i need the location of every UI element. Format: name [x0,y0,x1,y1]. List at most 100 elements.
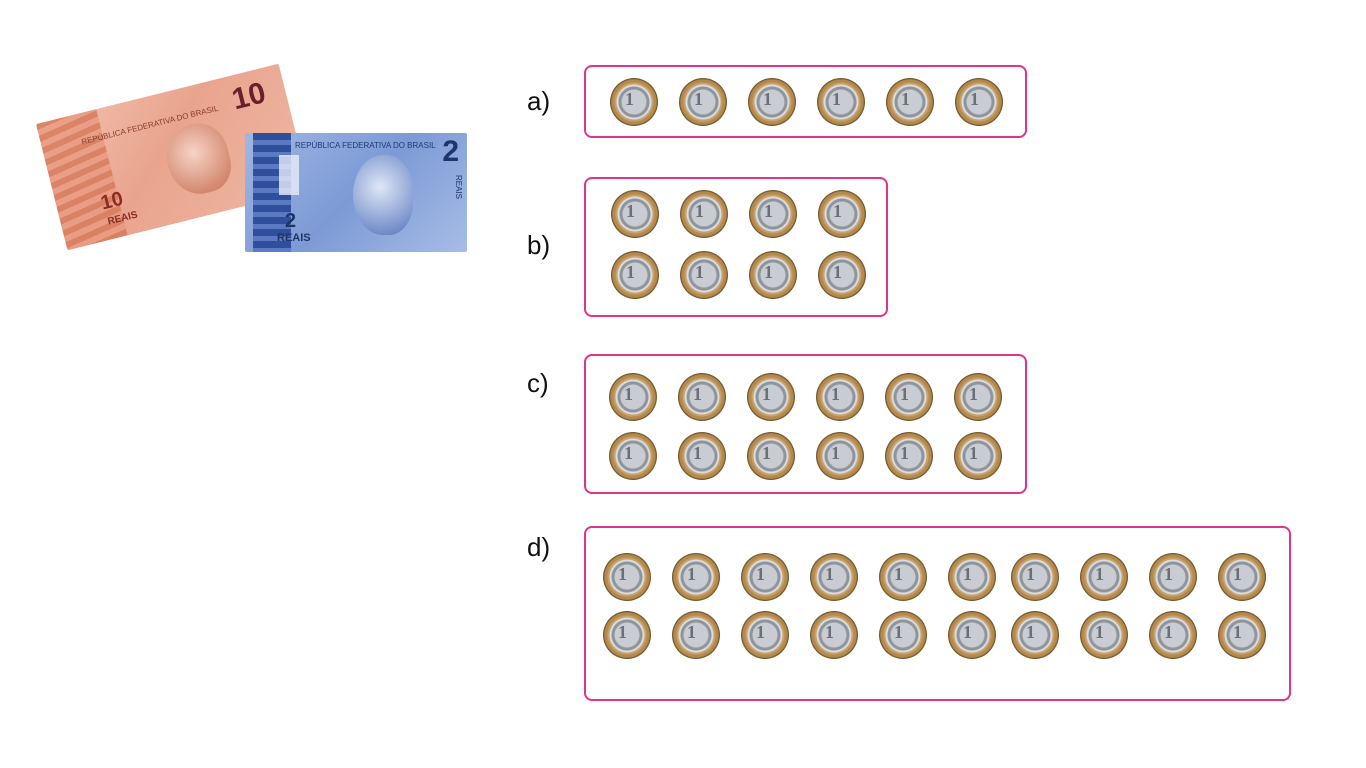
one-real-coin-icon: 1 [672,611,720,659]
coin-value: 1 [1095,622,1104,642]
banknote-side-text: REAIS [454,175,463,200]
one-real-coin-icon: 1 [747,432,795,480]
coin-value: 1 [756,564,765,584]
coin-value: 1 [625,89,634,109]
one-real-coin-icon: 1 [948,611,996,659]
banknote-corner-value: 2 [285,210,297,232]
one-real-coin-icon: 1 [678,432,726,480]
coin-value: 1 [963,564,972,584]
one-real-coin-icon: 1 [879,611,927,659]
two-reais-banknote: REPÚBLICA FEDERATIVA DO BRASIL 2 REAIS 2… [245,133,467,252]
coin-value: 1 [693,443,702,463]
coin-value: 1 [1095,564,1104,584]
one-real-coin-icon: 1 [603,553,651,601]
one-real-coin-icon: 1 [1218,553,1266,601]
coin-value: 1 [833,201,842,221]
coin-value: 1 [1026,622,1035,642]
one-real-coin-icon: 1 [747,373,795,421]
one-real-coin-icon: 1 [741,611,789,659]
one-real-coin-icon: 1 [816,373,864,421]
one-real-coin-icon: 1 [1080,553,1128,601]
one-real-coin-icon: 1 [748,78,796,126]
banknote-value: 10 [228,76,270,117]
coin-value: 1 [833,262,842,282]
one-real-coin-icon: 1 [603,611,651,659]
one-real-coin-icon: 1 [610,78,658,126]
coin-value: 1 [762,384,771,404]
one-real-coin-icon: 1 [1011,611,1059,659]
coin-value: 1 [618,622,627,642]
exercise-c-coin-box [584,354,1027,494]
effigy-portrait [353,155,413,235]
banknote-value: 2 [442,135,459,168]
coin-value: 1 [831,443,840,463]
coin-value: 1 [695,262,704,282]
coin-value: 1 [900,384,909,404]
one-real-coin-icon: 1 [1011,553,1059,601]
coin-value: 1 [900,443,909,463]
banknote-header: REPÚBLICA FEDERATIVA DO BRASIL [295,141,436,150]
exercise-b-label: b) [527,230,551,260]
coin-value: 1 [1164,622,1173,642]
coin-value: 1 [687,564,696,584]
one-real-coin-icon: 1 [611,190,659,238]
exercise-c-label: c) [527,368,549,398]
coin-value: 1 [693,384,702,404]
one-real-coin-icon: 1 [954,373,1002,421]
one-real-coin-icon: 1 [611,251,659,299]
coin-value: 1 [901,89,910,109]
coin-value: 1 [626,201,635,221]
one-real-coin-icon: 1 [816,432,864,480]
exercise-d-label: d) [527,532,551,562]
one-real-coin-icon: 1 [948,553,996,601]
one-real-coin-icon: 1 [885,373,933,421]
coin-value: 1 [1233,622,1242,642]
coin-value: 1 [1026,564,1035,584]
banknote-corner-value: 10 [98,187,126,215]
coin-value: 1 [764,201,773,221]
one-real-coin-icon: 1 [741,553,789,601]
coin-value: 1 [762,443,771,463]
coin-value: 1 [763,89,772,109]
banknote-symbol [279,155,299,195]
one-real-coin-icon: 1 [954,432,1002,480]
coin-value: 1 [624,443,633,463]
coin-value: 1 [1233,564,1242,584]
coin-value: 1 [756,622,765,642]
coin-value: 1 [969,384,978,404]
coin-value: 1 [969,443,978,463]
coin-value: 1 [894,622,903,642]
one-real-coin-icon: 1 [679,78,727,126]
coin-value: 1 [1164,564,1173,584]
one-real-coin-icon: 1 [1149,611,1197,659]
coin-value: 1 [825,564,834,584]
one-real-coin-icon: 1 [678,373,726,421]
one-real-coin-icon: 1 [955,78,1003,126]
coin-value: 1 [624,384,633,404]
coin-value: 1 [970,89,979,109]
coin-value: 1 [831,384,840,404]
coin-value: 1 [825,622,834,642]
one-real-coin-icon: 1 [672,553,720,601]
banknote-currency: REAIS [277,232,311,244]
one-real-coin-icon: 1 [817,78,865,126]
exercise-d-coin-box [584,526,1291,701]
one-real-coin-icon: 1 [886,78,934,126]
one-real-coin-icon: 1 [749,190,797,238]
exercise-b-coin-box [584,177,888,317]
one-real-coin-icon: 1 [1080,611,1128,659]
coin-value: 1 [832,89,841,109]
one-real-coin-icon: 1 [609,373,657,421]
exercise-a-label: a) [527,86,551,116]
coin-value: 1 [626,262,635,282]
one-real-coin-icon: 1 [609,432,657,480]
coin-value: 1 [694,89,703,109]
exercise-a-coin-box [584,65,1027,138]
one-real-coin-icon: 1 [1149,553,1197,601]
coin-value: 1 [618,564,627,584]
one-real-coin-icon: 1 [1218,611,1266,659]
one-real-coin-icon: 1 [749,251,797,299]
one-real-coin-icon: 1 [818,251,866,299]
coin-value: 1 [764,262,773,282]
one-real-coin-icon: 1 [810,553,858,601]
